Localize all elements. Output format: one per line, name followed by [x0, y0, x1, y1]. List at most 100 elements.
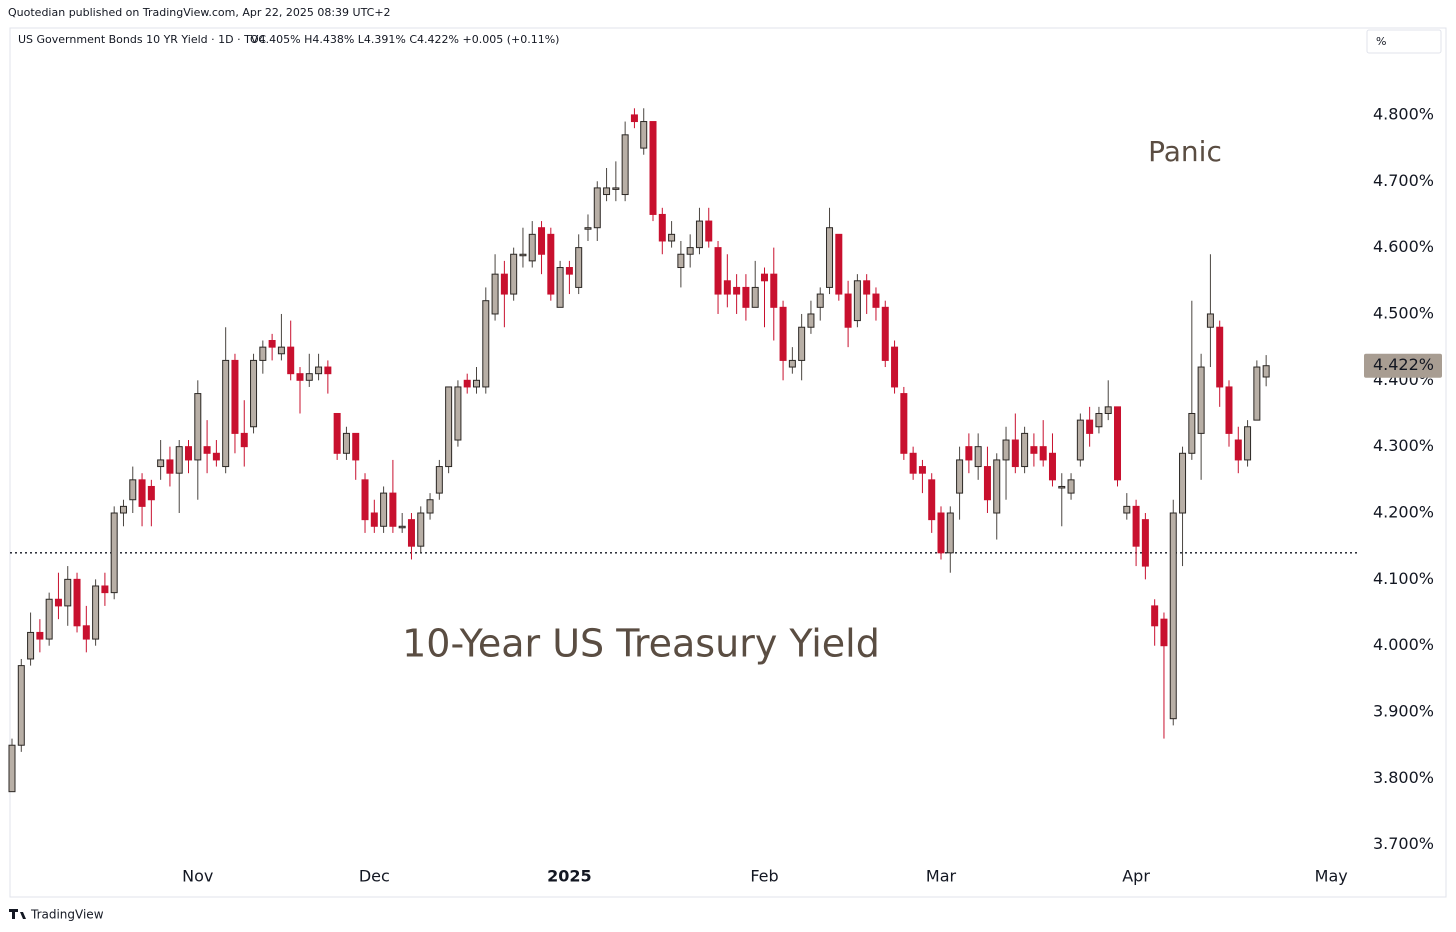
candle-body [918, 466, 926, 474]
candle-body [621, 134, 629, 196]
candle-body [463, 379, 471, 388]
candle-body [147, 485, 155, 501]
candle-body [157, 459, 165, 468]
y-tick-label: 4.700% [1373, 171, 1434, 190]
candle-body [250, 359, 258, 428]
candle-body [807, 313, 815, 328]
candle-body [1244, 426, 1252, 461]
candle-body [73, 578, 81, 627]
candle-body [315, 366, 323, 375]
candle-body [751, 286, 759, 308]
y-tick-label: 4.600% [1373, 237, 1434, 256]
candle-body [770, 273, 778, 308]
candle-body [277, 346, 285, 355]
candle-body [519, 253, 527, 257]
candle-body [1151, 605, 1159, 627]
candle-body [900, 393, 908, 454]
candle-body [760, 273, 768, 282]
candle-body [1095, 412, 1103, 428]
unit: % [1376, 35, 1386, 48]
candle-body [686, 247, 694, 255]
last-price-label: 4.422% [1373, 355, 1434, 374]
candle-body [259, 346, 267, 361]
candle-body [222, 359, 230, 468]
candle-body [881, 306, 889, 361]
candle-body [844, 293, 852, 328]
y-tick-label: 3.800% [1373, 768, 1434, 787]
y-tick-label: 4.300% [1373, 436, 1434, 455]
candle-body [445, 386, 453, 468]
candle-body [166, 459, 174, 474]
candle-body [983, 466, 991, 501]
symbol-title: US Government Bonds 10 YR Yield · 1D · T… [18, 33, 266, 46]
candle-body [1216, 326, 1224, 388]
candle-body [287, 346, 295, 375]
candle-body [1141, 519, 1149, 567]
candle-body [333, 412, 341, 454]
candle-body [212, 452, 220, 461]
candle-body [1188, 412, 1196, 454]
candle-body [342, 432, 350, 454]
candle-body [872, 293, 880, 308]
candle-body [956, 459, 964, 494]
candle-body [324, 366, 332, 375]
candle-body [733, 286, 741, 295]
candle-body [36, 631, 44, 640]
candle-body [1086, 419, 1094, 434]
candle-body [1123, 505, 1131, 514]
candle-body [138, 479, 146, 507]
candle-body [510, 253, 518, 295]
candle-body [835, 233, 843, 295]
y-tick-label: 4.000% [1373, 635, 1434, 654]
x-tick-label: May [1315, 867, 1348, 886]
candle-body [640, 121, 648, 149]
publisher: Quotedian published on TradingView.com, … [8, 6, 391, 19]
candle-body [909, 452, 917, 474]
candle-body [937, 512, 945, 554]
y-tick-label: 4.200% [1373, 503, 1434, 522]
candle-body [603, 187, 611, 196]
candle-body [1225, 386, 1233, 434]
candle-body [45, 598, 53, 640]
candle-body [649, 121, 657, 215]
candle-body [500, 273, 508, 295]
candle-body [584, 227, 592, 230]
candle-body [435, 466, 443, 494]
candle-body [993, 459, 1001, 514]
candle-body [1067, 479, 1075, 494]
candle-body [1058, 485, 1066, 489]
unit-box[interactable] [1366, 29, 1442, 54]
candle-body [826, 227, 834, 288]
candle-body [677, 253, 685, 269]
candle-body [695, 220, 703, 249]
candle-body [389, 492, 397, 527]
y-tick-label: 4.100% [1373, 569, 1434, 588]
candle-body [92, 585, 100, 640]
candle-body [928, 479, 936, 521]
candle-body [1160, 618, 1168, 647]
candle-body [1262, 365, 1270, 378]
candle-body [240, 432, 248, 448]
candle-body [1039, 446, 1047, 461]
candle-body [538, 227, 546, 255]
candle-body [175, 446, 183, 474]
candle-body [946, 512, 954, 554]
candle-body [185, 446, 193, 461]
candle-body [612, 187, 620, 190]
candle-body [407, 519, 415, 547]
candle-body [203, 446, 211, 454]
candle-body [658, 213, 666, 242]
candle-body [27, 631, 35, 660]
annotation: 10-Year US Treasury Yield [402, 622, 880, 666]
candle-body [891, 346, 899, 388]
candle-body [101, 585, 109, 594]
candle-body [1132, 505, 1140, 547]
candle-body [965, 446, 973, 461]
ohlc-summary: O4.405% H4.438% L4.391% C4.422% +0.005 (… [250, 33, 559, 46]
candle-body [668, 233, 676, 242]
last-price-box [1364, 353, 1442, 378]
candle-body [482, 300, 490, 388]
candle-body [473, 379, 480, 388]
candle-body [194, 393, 202, 461]
candle-body [1206, 313, 1214, 328]
